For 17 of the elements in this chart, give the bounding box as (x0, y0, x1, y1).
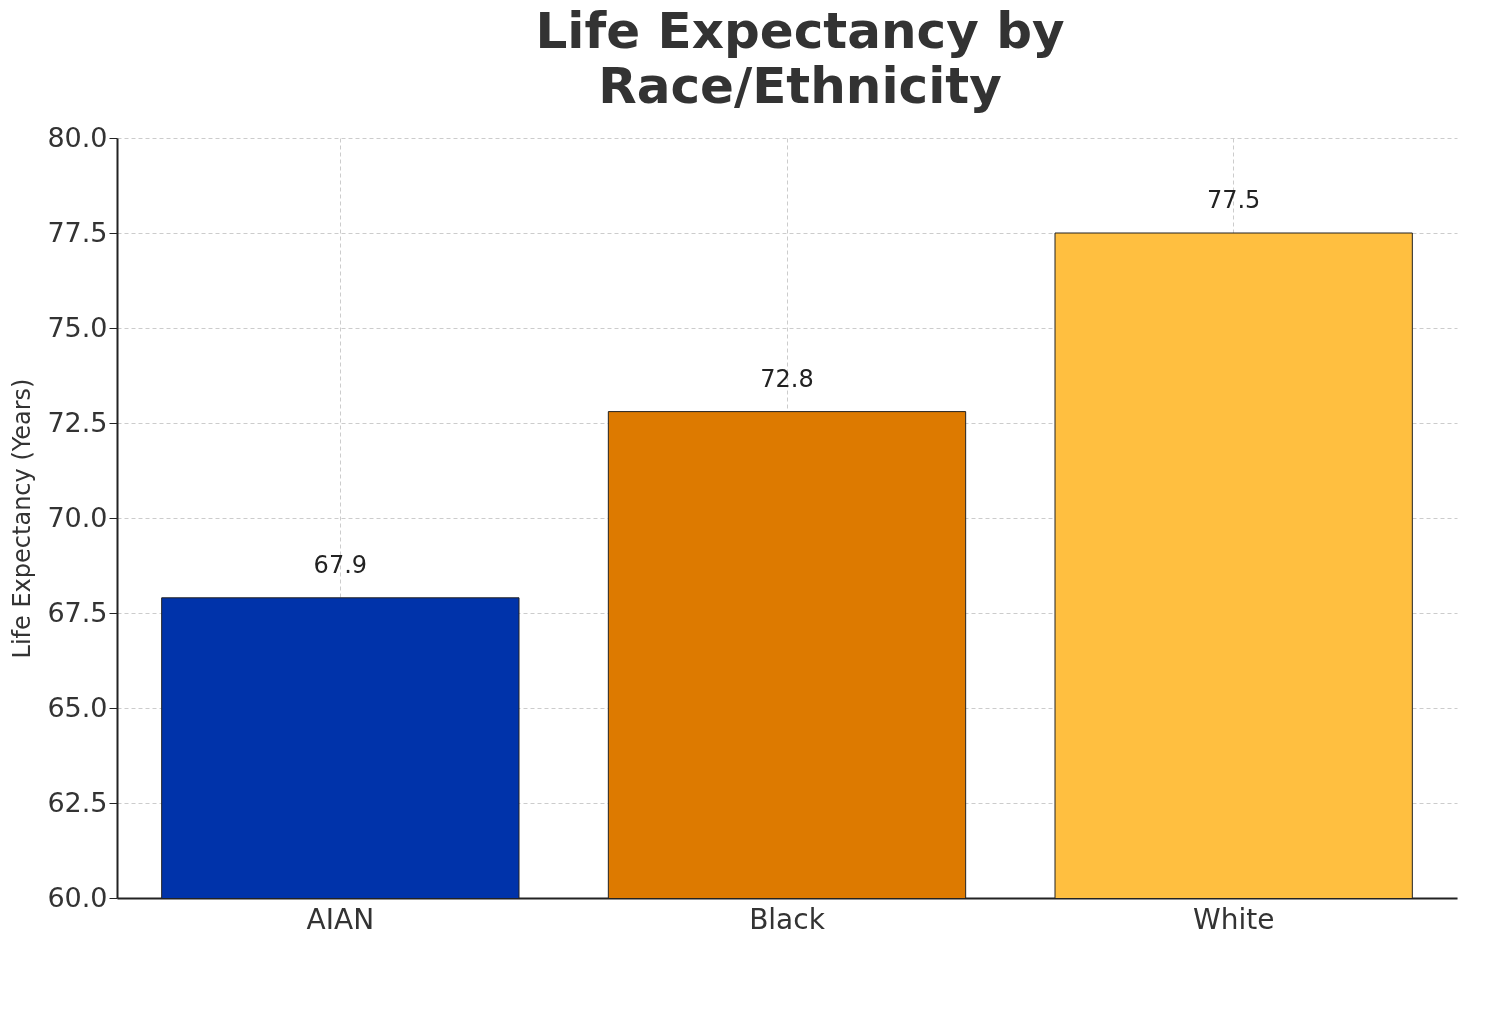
y-tick-label: 77.5 (47, 216, 108, 248)
y-tick-label: 72.5 (47, 406, 108, 438)
chart-title: Life Expectancy by Race/Ethnicity (534, 2, 1066, 115)
x-tick-label: White (1192, 902, 1275, 936)
x-tick-label: AIAN (306, 902, 375, 936)
y-tick-label: 80.0 (47, 121, 108, 153)
y-axis-title: Life Expectancy (Years) (8, 378, 37, 659)
y-tick-label: 60.0 (47, 881, 108, 913)
y-tick-label: 70.0 (47, 501, 108, 533)
y-tick-label: 67.5 (47, 596, 108, 628)
y-tick-label: 62.5 (47, 786, 108, 818)
data-label: 77.5 (1206, 186, 1261, 214)
data-label: 67.9 (313, 550, 368, 579)
y-tick-label: 65.0 (47, 691, 108, 723)
x-tick-label: Black (749, 902, 826, 936)
y-tick-label: 75.0 (47, 311, 108, 343)
data-label: 72.8 (760, 364, 814, 393)
